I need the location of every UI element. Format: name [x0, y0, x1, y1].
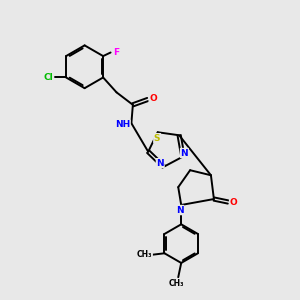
Text: N: N: [156, 159, 164, 168]
Text: NH: NH: [115, 120, 130, 129]
Text: O: O: [230, 197, 237, 206]
Text: CH₃: CH₃: [137, 250, 152, 259]
Text: N: N: [181, 148, 188, 158]
Text: O: O: [149, 94, 157, 103]
Text: Cl: Cl: [44, 73, 53, 82]
Text: CH₃: CH₃: [169, 279, 184, 288]
Text: S: S: [154, 134, 160, 143]
Text: N: N: [176, 206, 184, 214]
Text: F: F: [113, 48, 119, 57]
